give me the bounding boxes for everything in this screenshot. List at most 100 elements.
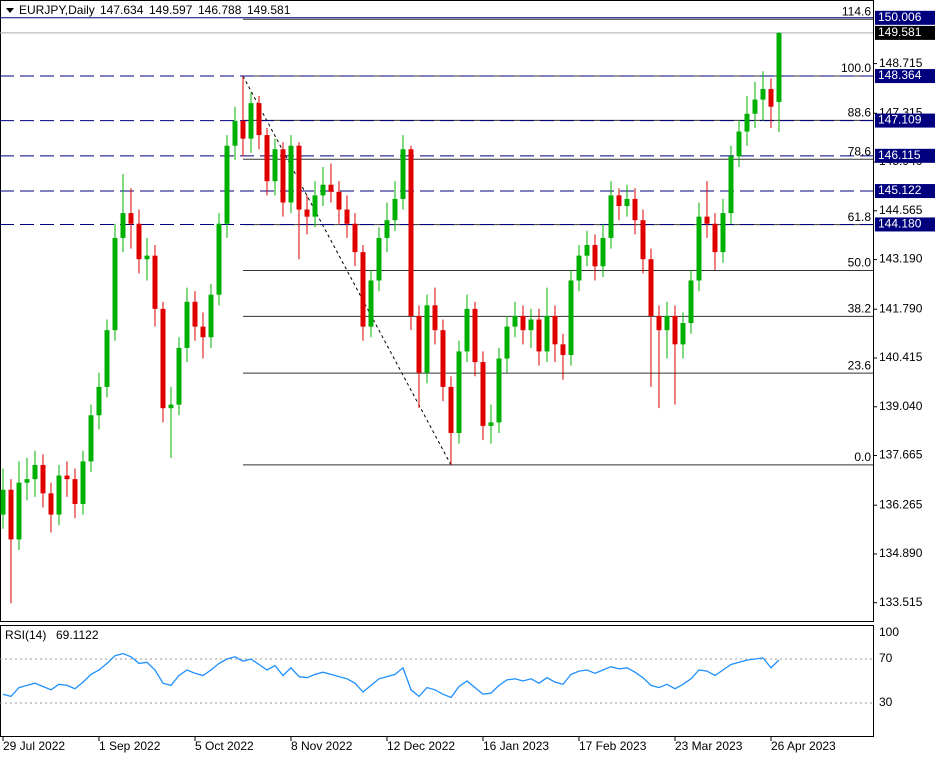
fib-level-label: 114.6 (842, 4, 871, 18)
candle-body (288, 145, 294, 203)
price-level-box: 148.364 (875, 68, 935, 84)
candle-body (752, 99, 758, 114)
candle-body (352, 223, 358, 253)
candle-body (72, 479, 78, 504)
candle-body (488, 422, 494, 426)
price-level-box: 149.581 (875, 25, 935, 40)
candle-body (256, 103, 262, 136)
price-frame (0, 0, 874, 622)
candle-body (416, 315, 422, 373)
price-level-label: 149.581 (878, 25, 922, 39)
price-level-box: 144.180 (875, 217, 935, 232)
rsi-title: RSI(14) (5, 628, 46, 642)
y-tick-label: 140.415 (879, 350, 923, 364)
candle-body (744, 113, 750, 132)
candle-body (560, 344, 566, 355)
candle-body (464, 308, 470, 352)
fib-trend-line (242, 75, 452, 466)
y-tick-label: 137.665 (879, 448, 923, 462)
candle-body (720, 213, 726, 253)
rsi-tick-label: 30 (879, 695, 893, 709)
candle-body (24, 479, 30, 483)
candle-body (688, 280, 694, 324)
candle-body (304, 209, 310, 217)
candle-body (296, 145, 302, 210)
price-level-label: 146.115 (878, 148, 921, 162)
x-tick-label: 5 Oct 2022 (195, 739, 254, 753)
price-level-box-bg (875, 69, 935, 84)
price-level-label: 144.180 (878, 217, 922, 231)
rsi-tick-label: 100 (879, 625, 899, 639)
candle-body (320, 184, 326, 196)
candle-body (760, 88, 766, 100)
candle-body (152, 255, 158, 309)
price-level-box-bg (875, 10, 935, 25)
menu-arrow (6, 8, 14, 13)
ohlc-open: 147.634 (100, 3, 144, 17)
y-tick-label: 136.265 (879, 497, 923, 511)
y-tick-label: 139.040 (879, 399, 923, 413)
candle-body (768, 88, 774, 107)
candle-body (168, 404, 174, 409)
candle-body (696, 216, 702, 281)
candle-body (504, 326, 510, 359)
candle-body (640, 220, 646, 260)
ohlc-close: 149.581 (247, 3, 291, 17)
candle-body (400, 149, 406, 199)
candle-body (600, 237, 606, 267)
price-level-box-bg (875, 148, 935, 163)
rsi-value: 69.1122 (56, 628, 99, 642)
y-tick-label: 134.890 (879, 546, 923, 560)
chart-title: EURJPY,Daily (19, 3, 95, 17)
x-tick-label: 29 Jul 2022 (3, 739, 65, 753)
fib-level-label: 100.0 (841, 61, 871, 75)
candle-body (80, 461, 86, 504)
x-tick-label: 16 Jan 2023 (483, 739, 549, 753)
price-level-box-bg (875, 25, 935, 40)
candle-body (704, 216, 710, 224)
candle-body (728, 156, 734, 214)
candle-body (216, 223, 222, 295)
candle-body (56, 475, 62, 515)
price-level-box: 147.109 (875, 113, 935, 128)
fib-level-label: 0.0 (854, 450, 871, 464)
candle-body (88, 415, 94, 462)
candle-body (776, 32, 782, 102)
price-level-box: 145.122 (875, 183, 935, 199)
x-tick-label: 1 Sep 2022 (99, 739, 161, 753)
candle-body (136, 223, 142, 260)
candle-body (528, 319, 534, 331)
fib-level-label: 50.0 (848, 256, 872, 270)
candle-body (480, 362, 486, 426)
rsi-tick-label: 70 (879, 651, 893, 665)
candle-body (96, 386, 102, 416)
candle-body (280, 149, 286, 203)
y-tick-label: 143.190 (879, 252, 923, 266)
candle-body (736, 131, 742, 157)
price-level-box-bg (875, 113, 935, 128)
price-level-box: 150.006 (875, 10, 935, 25)
ohlc-low: 146.788 (198, 3, 242, 17)
candle-body (608, 195, 614, 238)
candle-body (112, 237, 118, 331)
y-tick-label: 144.565 (879, 203, 923, 217)
candle-body (176, 347, 182, 405)
price-level-label: 145.122 (878, 183, 922, 197)
candle-body (392, 198, 398, 221)
candle-body (248, 103, 254, 139)
candle-body (520, 315, 526, 331)
y-tick-label: 148.715 (879, 56, 923, 70)
fib-level-label: 61.8 (848, 210, 872, 224)
candle-body (128, 213, 134, 224)
price-level-label: 148.364 (878, 68, 922, 82)
candle-body (672, 315, 678, 345)
x-tick-label: 23 Mar 2023 (675, 739, 743, 753)
candle-body (616, 195, 622, 207)
candle-body (0, 489, 6, 515)
candle-body (272, 149, 278, 182)
candle-body (656, 315, 662, 331)
x-tick-label: 8 Nov 2022 (291, 739, 353, 753)
candle-body (368, 280, 374, 327)
candle-body (472, 308, 478, 363)
candle-body (64, 475, 70, 480)
